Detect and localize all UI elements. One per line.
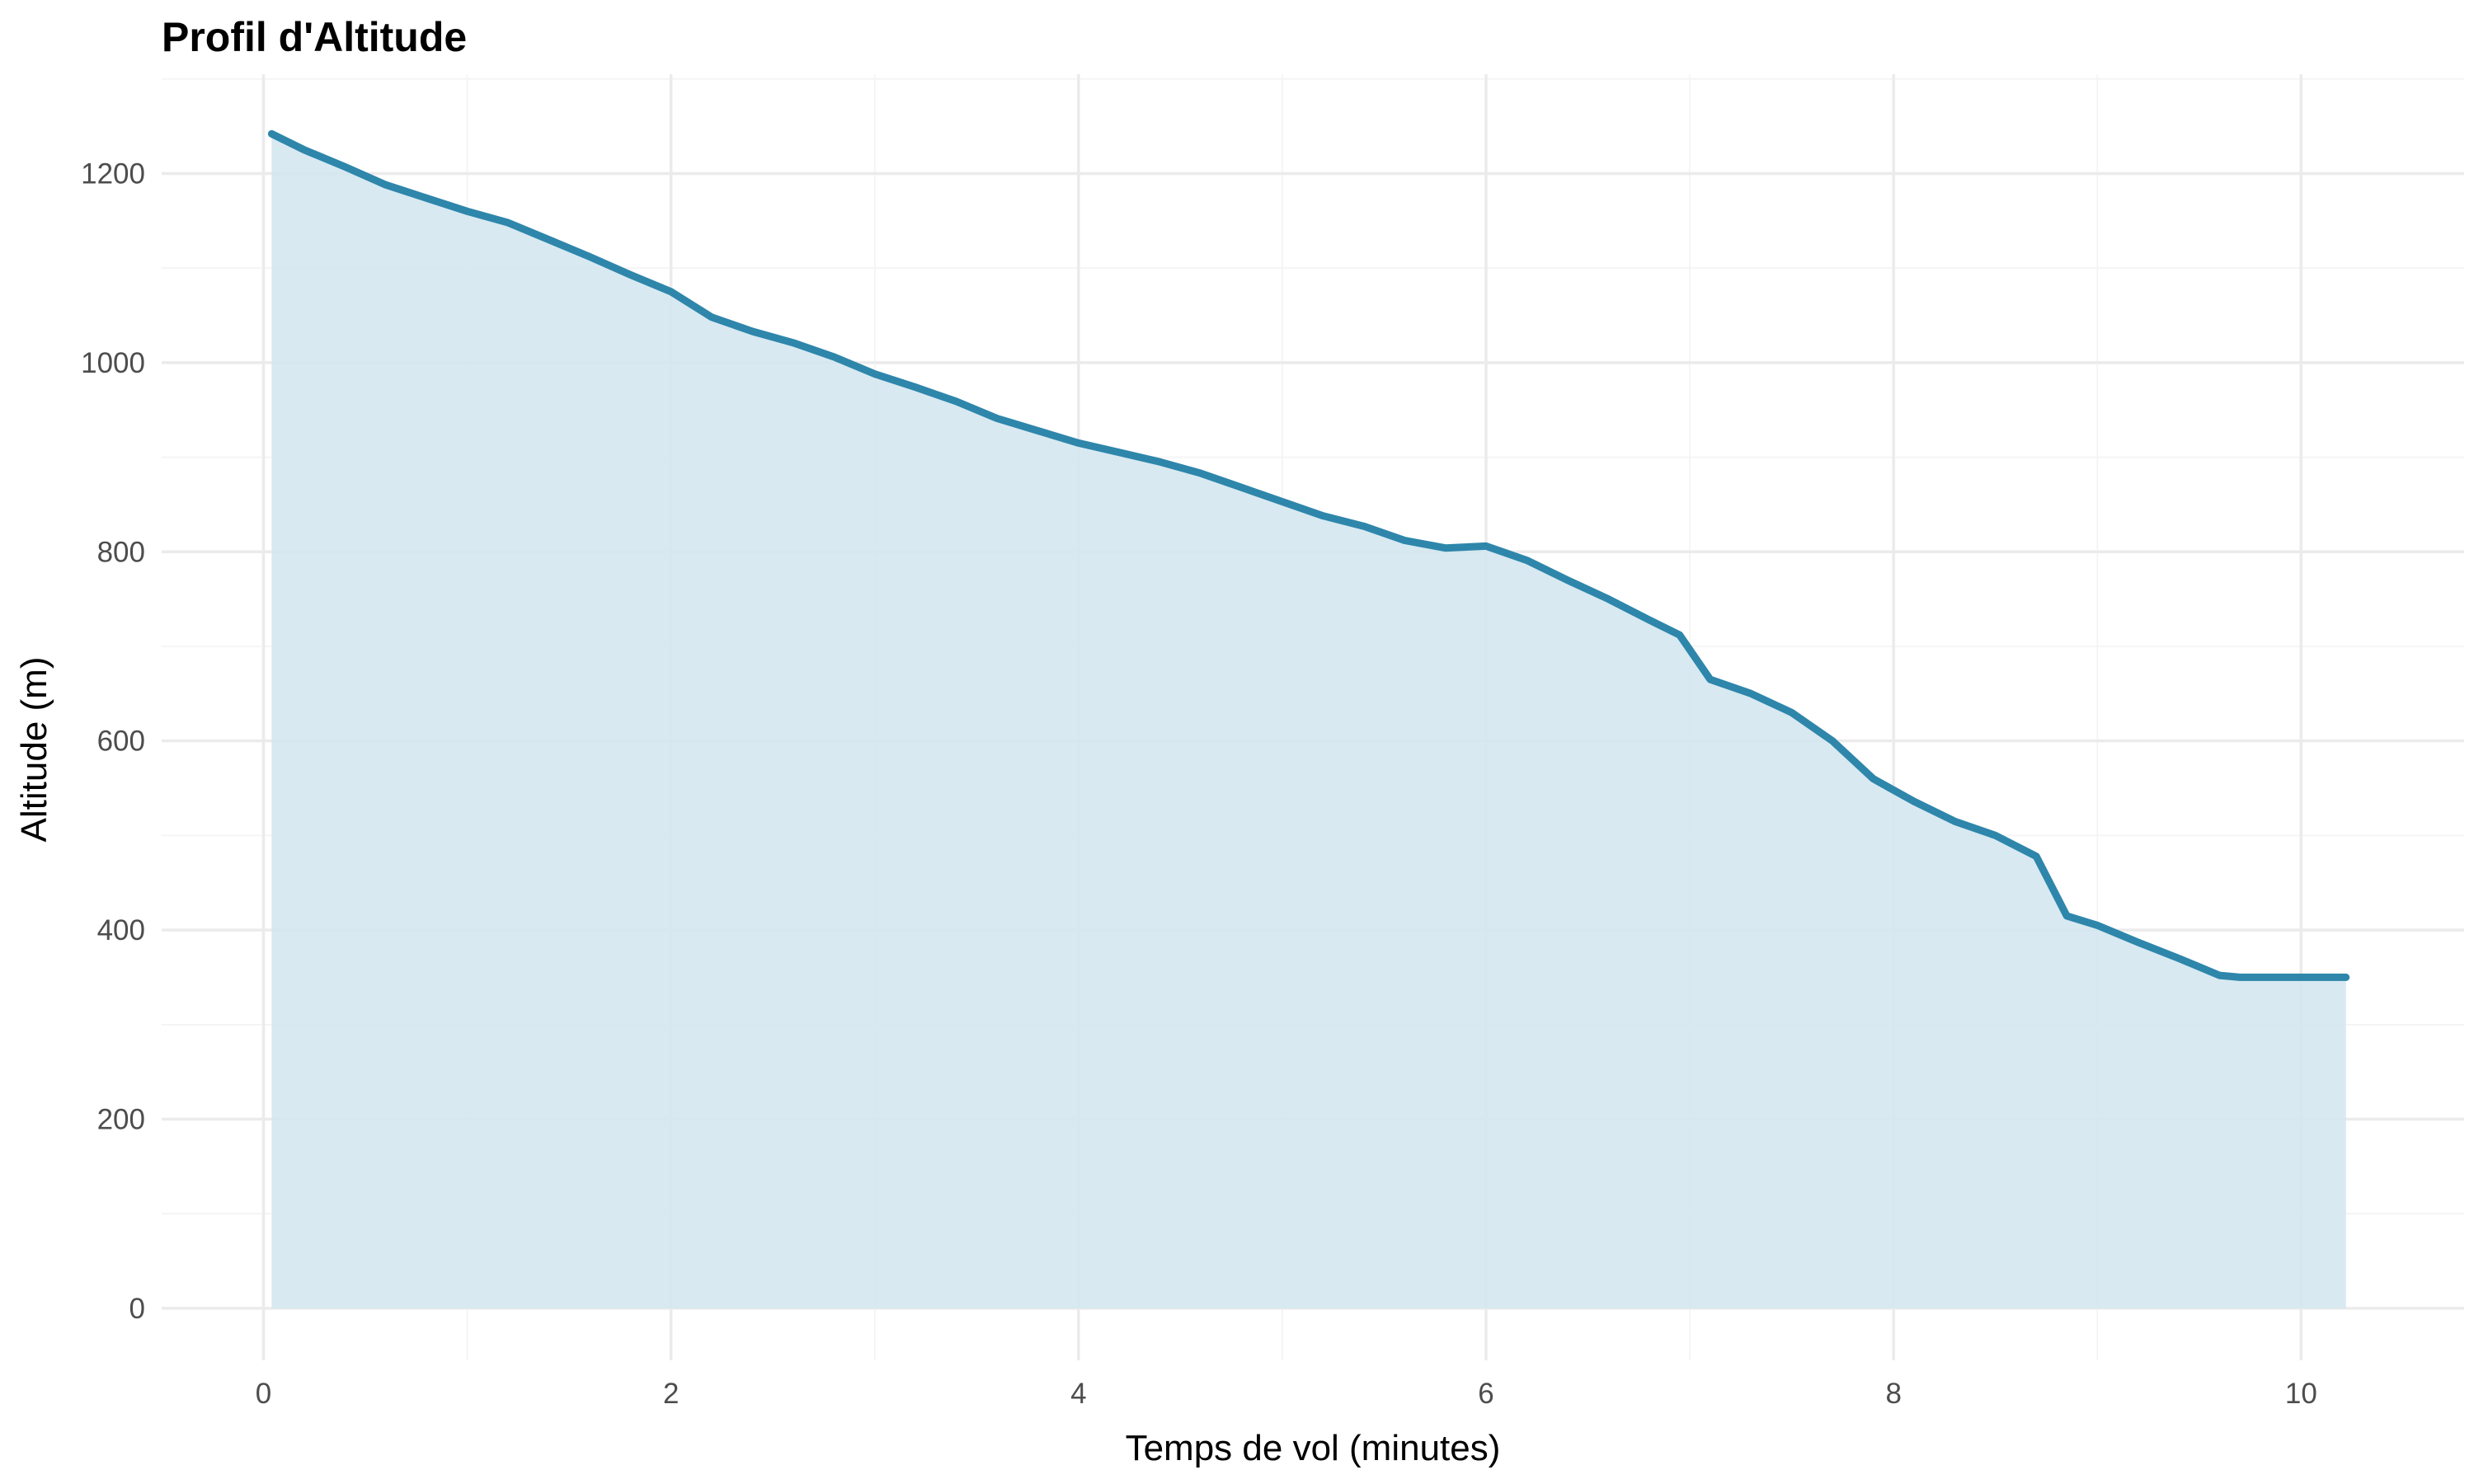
x-tick-label: 10 xyxy=(2285,1378,2317,1410)
y-tick-label: 400 xyxy=(97,914,145,946)
x-tick-label: 0 xyxy=(256,1378,271,1410)
y-tick-label: 600 xyxy=(97,726,145,758)
y-tick-label: 1200 xyxy=(81,157,145,190)
altitude-area-fill xyxy=(271,134,2346,1308)
x-axis-ticks: 0 2 4 6 8 10 xyxy=(256,1378,2317,1410)
altitude-line xyxy=(267,129,2350,981)
y-axis-ticks: 0 200 400 600 800 1000 1200 xyxy=(81,157,145,1324)
y-axis-label: Altitude (m) xyxy=(14,657,54,843)
x-tick-label: 4 xyxy=(1070,1378,1086,1410)
y-tick-label: 0 xyxy=(129,1293,145,1325)
x-tick-label: 6 xyxy=(1478,1378,1493,1410)
y-tick-label: 800 xyxy=(97,536,145,568)
x-tick-label: 2 xyxy=(663,1378,679,1410)
chart-title: Profil d'Altitude xyxy=(162,14,467,60)
x-axis-label: Temps de vol (minutes) xyxy=(1126,1428,1501,1468)
x-tick-label: 8 xyxy=(1885,1378,1901,1410)
y-tick-label: 1000 xyxy=(81,347,145,379)
y-tick-label: 200 xyxy=(97,1104,145,1136)
